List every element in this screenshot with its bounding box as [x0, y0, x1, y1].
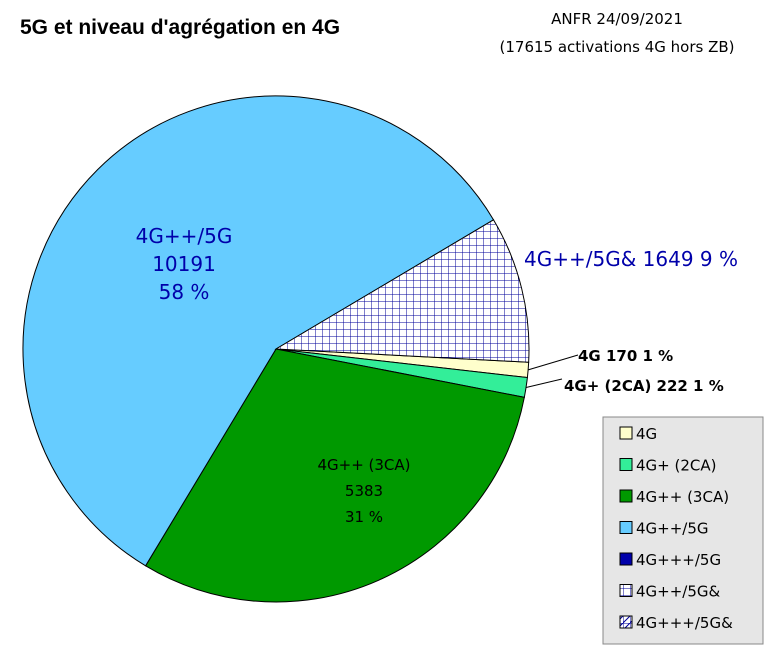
legend-label-4g-5g: 4G+++/5G&	[636, 614, 733, 632]
leader-line-4g	[527, 354, 579, 371]
slice-label-4g-5g-line-2: 10191	[152, 252, 216, 276]
legend-label-4g-2ca: 4G+ (2CA)	[636, 457, 717, 475]
slice-label-4g-5g-amp: 4G++/5G& 1649 9 %	[524, 247, 738, 271]
legend-swatch-4g	[619, 426, 633, 440]
pie-slice-4g-5g	[274, 219, 530, 363]
legend-label-4g: 4G	[636, 425, 657, 443]
chart-subtitle-line-2: (17615 activations 4G hors ZB)	[500, 38, 735, 56]
slice-label-4g-5g-line-3: 58 %	[159, 280, 210, 304]
legend-swatch-4g-5g	[619, 552, 633, 566]
pie-slices	[22, 95, 530, 603]
legend-swatch-4g-5g	[619, 615, 633, 629]
slice-label-4g-3ca-line-3: 31 %	[345, 508, 383, 526]
legend-label-4g-5g: 4G++/5G&	[636, 583, 721, 601]
chart-subtitle-line-1: ANFR 24/09/2021	[551, 10, 683, 28]
slice-label-4g-2ca: 4G+ (2CA) 222 1 %	[564, 377, 724, 395]
chart-title: 5G et niveau d'agrégation en 4G	[20, 16, 340, 39]
slice-label-4g-5g-line-1: 4G++/5G	[136, 224, 233, 248]
legend-swatch-4g-3ca	[619, 489, 633, 503]
legend-label-4g-5g: 4G++/5G	[636, 520, 709, 538]
legend-label-4g-3ca: 4G++ (3CA)	[636, 488, 729, 506]
legend-swatch-4g-5g	[619, 584, 633, 597]
legend: 4G 4G+ (2CA) 4G++ (3CA) 4G++/5G 4G+++/5G 4G++…	[602, 416, 764, 645]
pie-slice-4g-5g	[22, 95, 495, 567]
slice-label-4g-3ca-line-1: 4G++ (3CA)	[317, 456, 410, 474]
legend-label-4g-5g: 4G+++/5G	[636, 551, 721, 569]
leader-line-4g-2ca	[525, 378, 563, 388]
pie-slice-4g-3ca	[144, 348, 525, 603]
slice-label-4g: 4G 170 1 %	[578, 347, 673, 365]
legend-box	[602, 416, 764, 645]
slice-label-4g-3ca-line-2: 5383	[345, 482, 383, 500]
legend-swatch-4g-2ca	[619, 458, 633, 471]
slice-labels: 4G 170 1 % 4G+ (2CA) 222 1 % 4G++ (3CA) 538…	[136, 224, 738, 526]
legend-swatch-4g-5g	[619, 521, 633, 534]
